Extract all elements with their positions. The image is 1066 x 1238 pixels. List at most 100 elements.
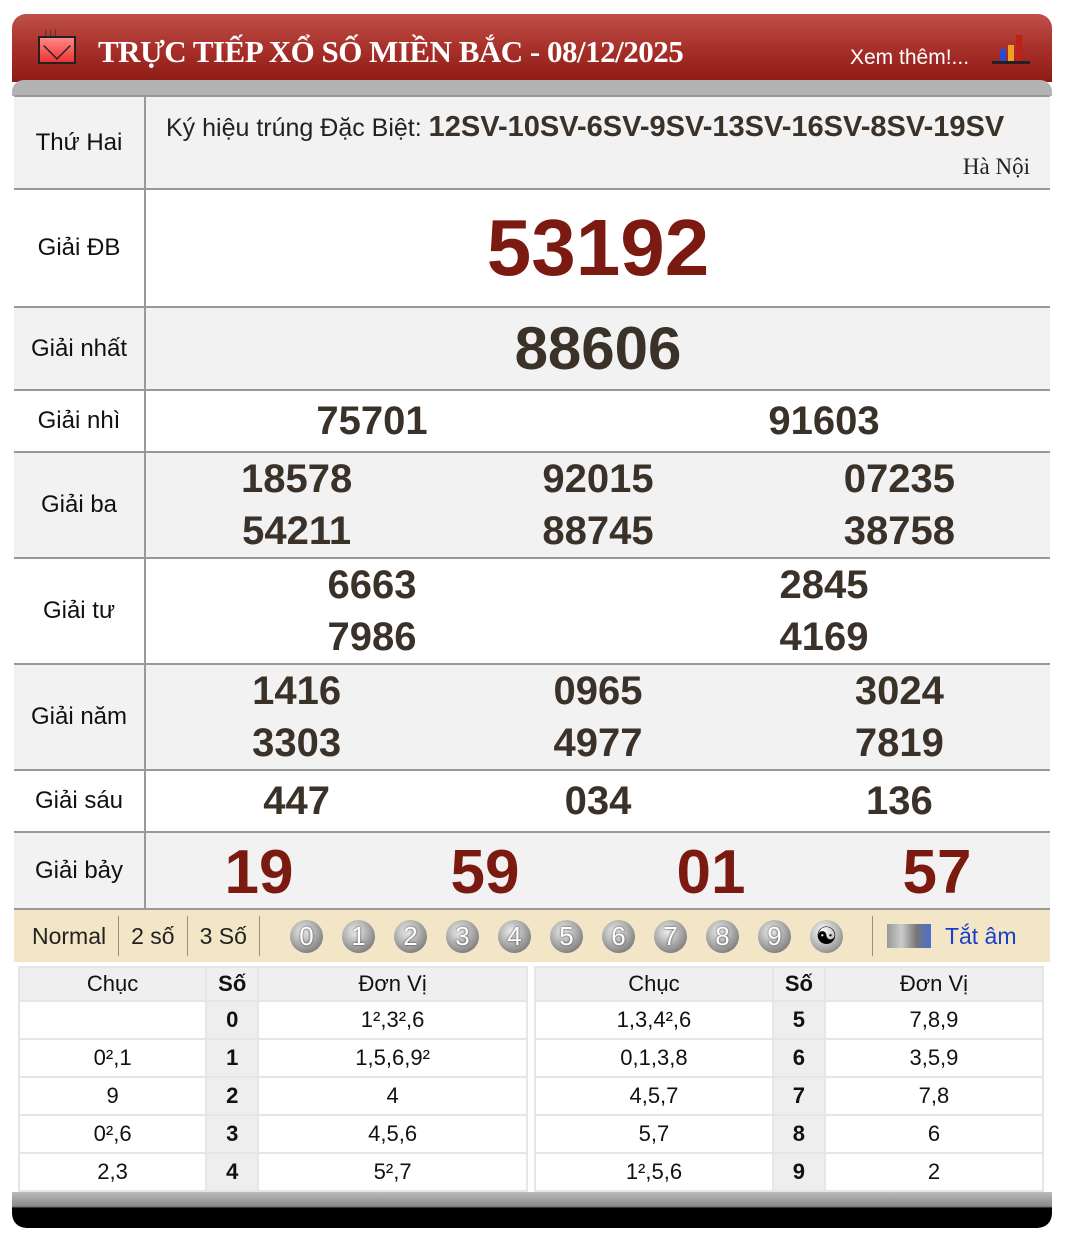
loto-digit: 3	[205, 1114, 260, 1154]
loto-row: 0 1²,3²,6	[17, 1000, 528, 1040]
loto-units: 6	[823, 1114, 1045, 1154]
digit-ball-5[interactable]: 5	[549, 919, 583, 953]
digit-ball-9[interactable]: 9	[757, 919, 791, 953]
digit-ball-1[interactable]: 1	[341, 919, 375, 953]
prize-number: 88745	[542, 509, 654, 553]
loto-row: 1,3,4²,6 5 7,8,9	[534, 1000, 1045, 1040]
loto-digit: 2	[205, 1076, 260, 1116]
prize-number: 7819	[854, 721, 944, 765]
footer-bar	[12, 1192, 1052, 1228]
mail-icon	[38, 36, 76, 64]
loto-row: 0²,1 1 1,5,6,9²	[17, 1038, 528, 1078]
loto-units: 1,5,6,9²	[257, 1038, 528, 1078]
header-bar: ≀≀≀ TRỰC TIẾP XỔ SỐ MIỀN BẮC - 08/12/202…	[12, 14, 1052, 82]
prize-number: 0965	[553, 669, 643, 713]
loto-units: 1²,3²,6	[257, 1000, 528, 1040]
loto-digit: 4	[205, 1152, 260, 1192]
loto-units: 3,5,9	[823, 1038, 1045, 1078]
prize-number: 19	[224, 838, 294, 907]
loto-table-left: Chục Số Đơn Vị 0 1²,3²,6 0²,1 1 1,5,6,9² 9 2 4 0²,6…	[17, 966, 528, 1192]
loto-digit: 0	[205, 1000, 260, 1040]
prize-label: Giải ĐB	[14, 190, 146, 306]
loto-units: 2	[823, 1152, 1045, 1192]
mute-link[interactable]: Tắt âm	[944, 922, 1017, 949]
loto-tens: 0²,6	[17, 1114, 208, 1154]
loto-tens: 9	[17, 1076, 208, 1116]
prize-number: 91603	[768, 399, 880, 443]
loto-tens: 1,3,4²,6	[534, 1000, 774, 1040]
loto-units: 4,5,6	[257, 1114, 528, 1154]
prize-number: 447	[263, 779, 331, 823]
prize-number: 01	[676, 838, 746, 907]
loto-row: 4,5,7 7 7,8	[534, 1076, 1045, 1116]
loto-digit: 7	[771, 1076, 826, 1116]
prize-row: Giải sáu 447 034 136	[14, 769, 1050, 831]
prize-row: Giải bảy 19 59 01 57	[14, 831, 1050, 908]
prize-number: 57	[902, 838, 972, 907]
loto-tens: 0,1,3,8	[534, 1038, 774, 1078]
prize-label: Giải ba	[14, 453, 146, 557]
loto-row: 2,3 4 5²,7	[17, 1152, 528, 1192]
loto-row: 0,1,3,8 6 3,5,9	[534, 1038, 1045, 1078]
prize-number: 38758	[843, 509, 955, 553]
loto-header: Đơn Vị	[257, 966, 528, 1002]
prize-label: Giải nhì	[14, 391, 146, 451]
loto-tens: 2,3	[17, 1152, 208, 1192]
prize-number: 59	[450, 838, 520, 907]
digit-ball-4[interactable]: 4	[497, 919, 531, 953]
prize-row: Giải năm 1416 0965 3024 3303 4977 7819	[14, 663, 1050, 769]
yin-yang-icon[interactable]: ☯	[809, 919, 843, 953]
digit-ball-3[interactable]: 3	[445, 919, 479, 953]
prize-label: Giải sáu	[14, 771, 146, 831]
header-band	[12, 80, 1052, 96]
loto-digit: 1	[205, 1038, 260, 1078]
prize-number: 3303	[252, 721, 342, 765]
prize-row: Giải nhất 88606	[14, 306, 1050, 389]
digit-ball-8[interactable]: 8	[705, 919, 739, 953]
loto-table-right: Chục Số Đơn Vị 1,3,4²,6 5 7,8,9 0,1,3,8 6 3,5,9 4…	[534, 966, 1045, 1192]
prize-number: 4169	[779, 615, 869, 659]
prize-number: 53192	[486, 203, 710, 292]
results-panel: ≀≀≀ TRỰC TIẾP XỔ SỐ MIỀN BẮC - 08/12/202…	[12, 14, 1052, 1228]
page-title: TRỰC TIẾP XỔ SỐ MIỀN BẮC - 08/12/2025	[98, 34, 684, 69]
loto-row: 1²,5,6 9 2	[534, 1152, 1045, 1192]
prize-number: 136	[865, 779, 933, 823]
loto-digit: 8	[771, 1114, 826, 1154]
prize-row: Giải tư 6663 2845 7986 4169	[14, 557, 1050, 663]
prize-number: 2845	[779, 563, 869, 607]
see-more-link[interactable]: Xem thêm!...	[850, 46, 970, 69]
mode-3-digits[interactable]: 3 Số	[188, 916, 260, 956]
prize-row: Giải nhì 75701 91603	[14, 389, 1050, 451]
symbol-label: Ký hiệu trúng Đặc Biệt:	[166, 114, 429, 142]
prize-number: 1416	[252, 669, 342, 713]
loto-tens: 4,5,7	[534, 1076, 774, 1116]
loto-units: 7,8,9	[823, 1000, 1045, 1040]
mode-2-digits[interactable]: 2 số	[119, 916, 188, 956]
bar-chart-icon[interactable]	[992, 34, 1030, 64]
digit-ball-2[interactable]: 2	[393, 919, 427, 953]
prize-number: 75701	[316, 399, 428, 443]
prize-row: Giải ĐB 53192	[14, 188, 1050, 306]
loto-digit: 5	[771, 1000, 826, 1040]
steam-icon: ≀≀≀	[44, 28, 59, 39]
loto-row: 5,7 8 6	[534, 1114, 1045, 1154]
digit-ball-7[interactable]: 7	[653, 919, 687, 953]
prize-number: 07235	[843, 457, 955, 501]
digit-ball-0[interactable]: 0	[289, 919, 323, 953]
digit-ball-6[interactable]: 6	[601, 919, 635, 953]
loto-header: Đơn Vị	[823, 966, 1045, 1002]
prize-number: 88606	[514, 314, 682, 382]
prize-label: Giải năm	[14, 665, 146, 769]
prize-label: Giải nhất	[14, 308, 146, 389]
loto-digit: 9	[771, 1152, 826, 1192]
mode-normal[interactable]: Normal	[14, 916, 120, 956]
prize-number: 6663	[327, 563, 417, 607]
region-label: Hà Nội	[962, 154, 1030, 179]
special-symbols: 12SV-10SV-6SV-9SV-13SV-16SV-8SV-19SV	[428, 111, 1005, 143]
loto-header: Chục	[17, 966, 208, 1002]
loto-units: 4	[257, 1076, 528, 1116]
prize-number: 18578	[241, 457, 353, 501]
loto-units: 5²,7	[257, 1152, 528, 1192]
speaker-icon[interactable]	[886, 924, 931, 948]
